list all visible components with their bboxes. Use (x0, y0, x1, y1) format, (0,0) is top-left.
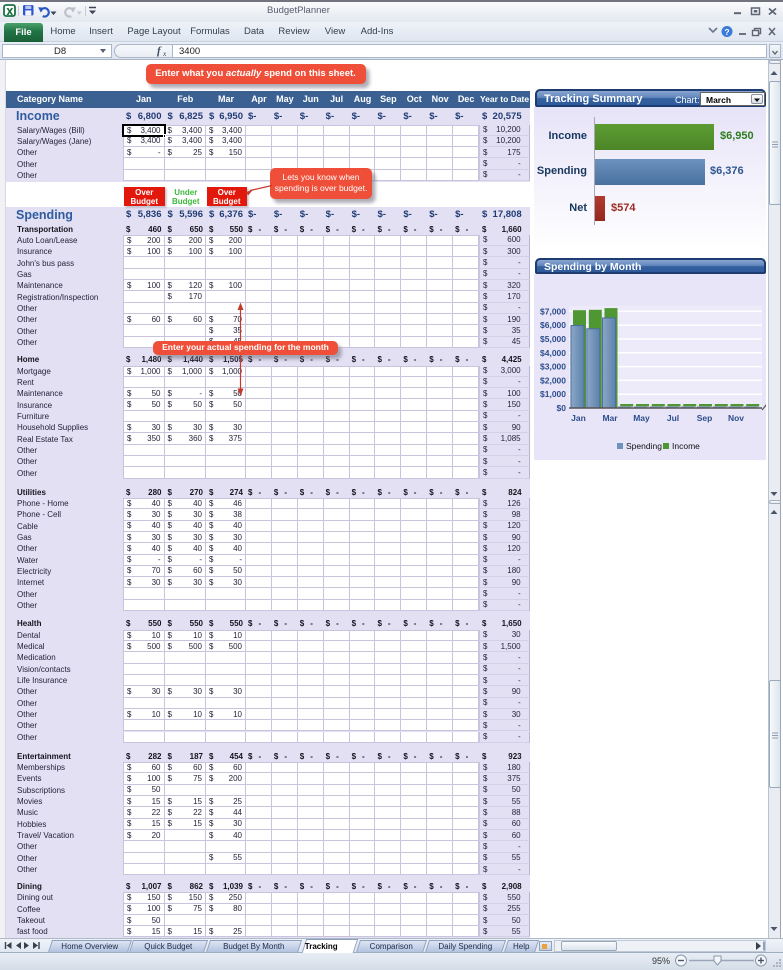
svg-text:Sep: Sep (697, 413, 713, 423)
svg-text:May: May (633, 413, 650, 423)
svg-text:$0: $0 (557, 403, 567, 413)
svg-text:$2,000: $2,000 (540, 375, 566, 385)
svg-text:Income: Income (672, 441, 700, 451)
svg-text:Jan: Jan (571, 413, 586, 423)
svg-text:$7,000: $7,000 (540, 306, 566, 316)
svg-text:$6,000: $6,000 (540, 320, 566, 330)
svg-text:?: ? (724, 27, 729, 37)
svg-text:Nov: Nov (728, 413, 744, 423)
svg-text:$4,000: $4,000 (540, 348, 566, 358)
svg-text:Jul: Jul (667, 413, 679, 423)
svg-text:$5,000: $5,000 (540, 334, 566, 344)
svg-text:$3,000: $3,000 (540, 362, 566, 372)
svg-text:Mar: Mar (602, 413, 618, 423)
svg-text:Spending: Spending (626, 441, 662, 451)
svg-text:$1,000: $1,000 (540, 389, 566, 399)
